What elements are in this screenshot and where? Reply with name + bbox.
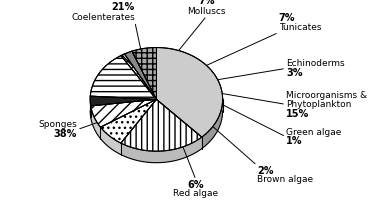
Text: 7%: 7%: [199, 0, 215, 6]
Text: Molluscs: Molluscs: [187, 7, 226, 16]
Polygon shape: [202, 100, 223, 149]
Text: 3%: 3%: [286, 68, 303, 78]
Text: 7%: 7%: [279, 13, 295, 23]
Text: Phytoplankton: Phytoplankton: [286, 100, 351, 109]
Polygon shape: [121, 54, 156, 99]
Polygon shape: [121, 99, 202, 151]
Text: 38%: 38%: [54, 129, 77, 139]
Polygon shape: [90, 56, 156, 99]
Text: Brown algae: Brown algae: [257, 175, 313, 184]
Text: 6%: 6%: [188, 180, 204, 190]
Text: Tunicates: Tunicates: [279, 23, 321, 32]
Polygon shape: [121, 137, 202, 163]
Text: Red algae: Red algae: [173, 189, 219, 198]
Polygon shape: [100, 99, 156, 143]
Text: Echinoderms: Echinoderms: [286, 59, 345, 68]
Polygon shape: [100, 127, 121, 155]
Text: Green algae: Green algae: [286, 128, 341, 137]
Polygon shape: [125, 51, 156, 99]
Polygon shape: [90, 99, 223, 163]
Text: Microorganisms &: Microorganisms &: [286, 91, 367, 100]
Text: Sponges: Sponges: [38, 121, 77, 129]
Text: Coelenterates: Coelenterates: [71, 13, 135, 22]
Polygon shape: [90, 100, 91, 117]
Polygon shape: [91, 99, 156, 127]
Polygon shape: [156, 48, 223, 137]
Text: 21%: 21%: [112, 2, 135, 12]
Polygon shape: [90, 96, 156, 106]
Text: 15%: 15%: [286, 109, 309, 119]
Text: 1%: 1%: [286, 137, 303, 146]
Polygon shape: [132, 48, 156, 99]
Polygon shape: [91, 106, 100, 139]
Text: 2%: 2%: [257, 166, 274, 176]
